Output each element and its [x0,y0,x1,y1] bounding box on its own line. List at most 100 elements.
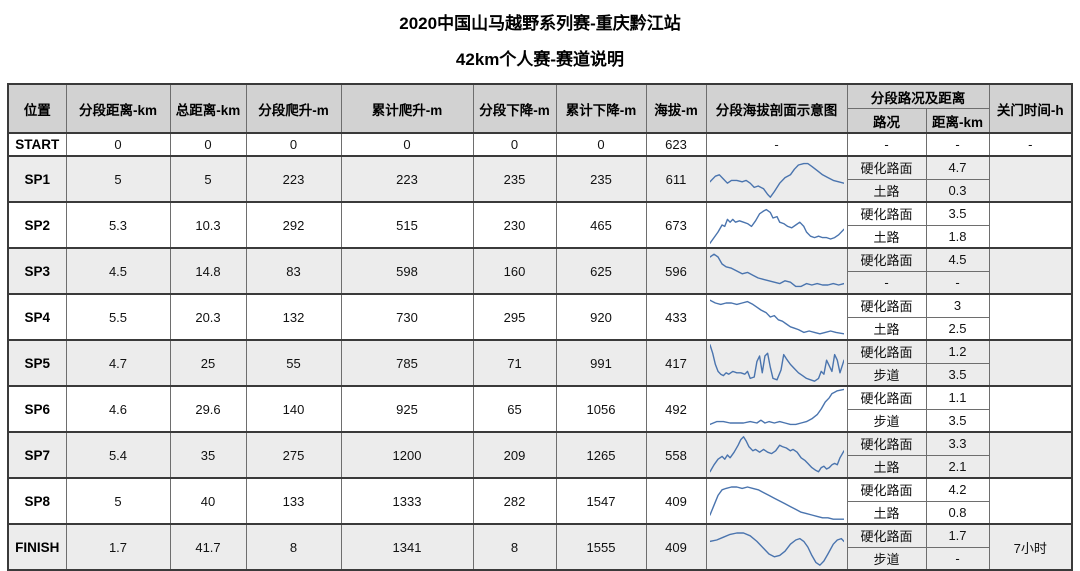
elevation-profile-sparkline [710,388,844,430]
segment-climb-cell: 275 [245,431,342,479]
surface-distance-cell: 3.3 [925,431,990,456]
cutoff-time-cell [988,247,1073,295]
segment-distance-cell: 4.6 [65,385,171,433]
segment-distance-cell: 0 [65,132,171,157]
surface-distance-cell: 3.5 [925,362,990,387]
segment-distance-cell: 4.7 [65,339,171,387]
surface-distance-cell: 0.8 [925,500,990,525]
surface-distance-cell: - [925,270,990,295]
cutoff-time-cell [988,477,1073,525]
table-row-SP6: SP6 4.6 29.6 140 925 65 1056 492 硬化路面 1.1 [7,385,1073,433]
segment-climb-cell: 223 [245,155,342,203]
altitude-cell: 611 [645,155,707,203]
surface-type-cell: 硬化路面 [846,339,927,364]
surface-distance-cell: 0.3 [925,178,990,203]
position-cell: SP6 [7,385,67,433]
surface-type-cell: 硬化路面 [846,523,927,548]
surface-type-cell: 硬化路面 [846,431,927,456]
segment-descent-cell: 0 [472,132,557,157]
surface-distance-cell: 1.8 [925,224,990,249]
cutoff-time-cell [988,155,1073,203]
segment-descent-cell: 8 [472,523,557,571]
position-cell: FINISH [7,523,67,571]
position-cell: SP4 [7,293,67,341]
elevation-profile-cell: - [705,132,848,157]
position-cell: SP3 [7,247,67,295]
altitude-cell: 417 [645,339,707,387]
surface-type-cell: 硬化路面 [846,247,927,272]
surface-type-cell: 硬化路面 [846,385,927,410]
header-segment-distance: 分段距离-km [65,83,171,134]
segment-distance-cell: 5.5 [65,293,171,341]
segment-climb-cell: 132 [245,293,342,341]
cutoff-time-cell [988,201,1073,249]
elevation-profile-cell [705,247,848,295]
table-row-SP1: SP1 5 5 223 223 235 235 611 硬化路面 4.7 [7,155,1073,203]
elevation-profile-sparkline [710,480,844,522]
cumulative-descent-cell: 465 [555,201,647,249]
elevation-profile-cell [705,523,848,571]
segment-climb-cell: 133 [245,477,342,525]
segment-climb-cell: 292 [245,201,342,249]
cumulative-climb-cell: 1341 [340,523,474,571]
segment-descent-cell: 230 [472,201,557,249]
table-row-SP2: SP2 5.3 10.3 292 515 230 465 673 硬化路面 3.5 [7,201,1073,249]
surface-type-cell: 硬化路面 [846,293,927,318]
surface-type-cell: - [846,270,927,295]
elevation-profile-cell [705,339,848,387]
segment-climb-cell: 83 [245,247,342,295]
cumulative-descent-cell: 1555 [555,523,647,571]
segment-climb-cell: 8 [245,523,342,571]
segment-distance-cell: 5.4 [65,431,171,479]
cumulative-descent-cell: 0 [555,132,647,157]
table-header: 位置 分段距离-km 总距离-km 分段爬升-m 累计爬升-m 分段下降-m 累… [7,83,1073,134]
elevation-profile-cell [705,293,848,341]
segment-descent-cell: 71 [472,339,557,387]
cumulative-climb-cell: 1200 [340,431,474,479]
header-altitude: 海拔-m [645,83,707,134]
cutoff-time-cell: - [988,132,1073,157]
table-row-SP8: SP8 5 40 133 1333 282 1547 409 硬化路面 4.2 [7,477,1073,525]
total-distance-cell: 25 [169,339,247,387]
course-description-table: 位置 分段距离-km 总距离-km 分段爬升-m 累计爬升-m 分段下降-m 累… [7,83,1073,571]
surface-distance-cell: 2.5 [925,316,990,341]
altitude-cell: 433 [645,293,707,341]
position-cell: START [7,132,67,157]
altitude-cell: 409 [645,523,707,571]
table-body: START 0 0 0 0 0 0 623- - - - SP1 5 5 223 223 235 235 611 硬化… [7,132,1073,571]
surface-distance-cell: 1.2 [925,339,990,364]
segment-climb-cell: 55 [245,339,342,387]
position-cell: SP8 [7,477,67,525]
cumulative-climb-cell: 0 [340,132,474,157]
total-distance-cell: 0 [169,132,247,157]
cumulative-descent-cell: 625 [555,247,647,295]
surface-distance-cell: 3.5 [925,408,990,433]
header-segment-climb: 分段爬升-m [245,83,342,134]
surface-type-cell: 硬化路面 [846,155,927,180]
table-row-SP4: SP4 5.5 20.3 132 730 295 920 433 硬化路面 3 [7,293,1073,341]
table-row-SP5: SP5 4.7 25 55 785 71 991 417 硬化路面 1.2 [7,339,1073,387]
table-row-SP7: SP7 5.4 35 275 1200 209 1265 558 硬化路面 3.3 [7,431,1073,479]
segment-distance-cell: 5 [65,155,171,203]
header-cumulative-climb: 累计爬升-m [340,83,474,134]
segment-descent-cell: 160 [472,247,557,295]
cumulative-descent-cell: 920 [555,293,647,341]
cumulative-climb-cell: 598 [340,247,474,295]
altitude-cell: 623 [645,132,707,157]
table-subrow-SP1: 土路 0.3 [8,178,1072,203]
surface-type-cell: 土路 [846,500,927,525]
header-surface-distance: 距离-km [925,108,990,134]
surface-distance-cell: 3.5 [925,201,990,226]
segment-descent-cell: 235 [472,155,557,203]
header-surface-group: 分段路况及距离 [846,83,990,109]
elevation-profile-cell [705,201,848,249]
surface-type-cell: 步道 [846,408,927,433]
surface-distance-cell: 1.1 [925,385,990,410]
position-cell: SP7 [7,431,67,479]
cutoff-time-cell: 7小时 [988,523,1073,571]
cumulative-descent-cell: 1056 [555,385,647,433]
surface-distance-cell: - [925,546,990,571]
cutoff-time-cell [988,293,1073,341]
page-subtitle: 42km个人赛-赛道说明 [455,50,625,69]
cumulative-descent-cell: 1547 [555,477,647,525]
